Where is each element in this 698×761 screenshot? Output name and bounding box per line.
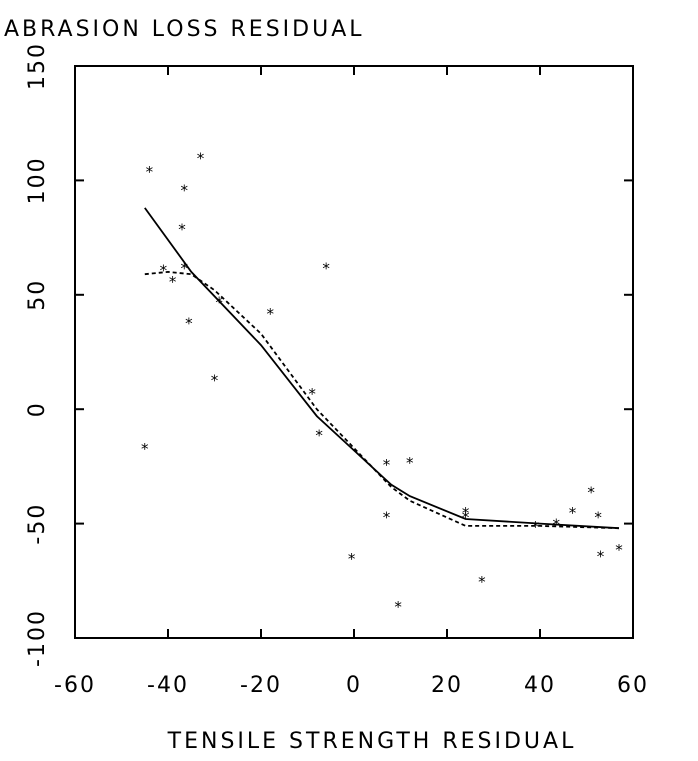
data-point: * <box>553 516 561 534</box>
data-point: * <box>146 163 154 181</box>
data-point: * <box>197 150 205 168</box>
x-tick-label: 60 <box>617 673 649 698</box>
data-point: * <box>594 509 602 527</box>
data-point: * <box>348 550 356 568</box>
data-point: * <box>597 548 605 566</box>
data-point: * <box>267 305 275 323</box>
data-point: * <box>169 273 177 291</box>
data-point: * <box>308 385 316 403</box>
data-point: * <box>383 509 391 527</box>
data-point: * <box>569 504 577 522</box>
data-point: * <box>462 504 470 522</box>
data-point: * <box>406 454 414 472</box>
dashed-fit-line <box>144 270 620 530</box>
x-axis-label: TENSILE STRENGTH RESIDUAL <box>167 729 577 754</box>
data-point: * <box>181 259 189 277</box>
data-point: * <box>181 182 189 200</box>
data-point: * <box>211 371 219 389</box>
data-point: * <box>215 294 223 312</box>
solid-fit-line <box>144 207 620 530</box>
fit-lines <box>144 207 620 530</box>
data-point: * <box>178 220 186 238</box>
data-point: * <box>383 456 391 474</box>
x-tick-label: 0 <box>346 673 362 698</box>
data-point: * <box>141 440 149 458</box>
x-tick-label: -40 <box>147 673 189 698</box>
y-tick-label: -100 <box>25 609 50 667</box>
x-axis: -60 -40 -20 0 20 40 60 <box>54 66 649 698</box>
data-point: * <box>615 541 623 559</box>
y-tick-label: 150 <box>25 42 50 90</box>
y-tick-label: 0 <box>25 401 50 417</box>
data-point: * <box>394 598 402 616</box>
chart-title: ABRASION LOSS RESIDUAL <box>4 17 365 42</box>
x-tick-label: -60 <box>54 673 96 698</box>
data-point: * <box>587 484 595 502</box>
x-tick-label: 20 <box>431 673 463 698</box>
data-point: * <box>315 426 323 444</box>
data-point: * <box>532 518 540 536</box>
x-tick-label: 40 <box>524 673 556 698</box>
data-point: * <box>462 509 470 527</box>
data-point: * <box>478 573 486 591</box>
data-point: * <box>160 262 168 280</box>
data-points: ************************ ***** * <box>141 150 623 616</box>
y-tick-label: 100 <box>25 156 50 204</box>
data-point: * <box>322 259 330 277</box>
y-tick-label: -50 <box>25 503 50 545</box>
y-tick-label: 50 <box>25 279 50 311</box>
x-tick-label: -20 <box>240 673 282 698</box>
data-point: * <box>185 314 193 332</box>
y-axis: -100 -50 0 50 100 150 <box>25 42 633 667</box>
